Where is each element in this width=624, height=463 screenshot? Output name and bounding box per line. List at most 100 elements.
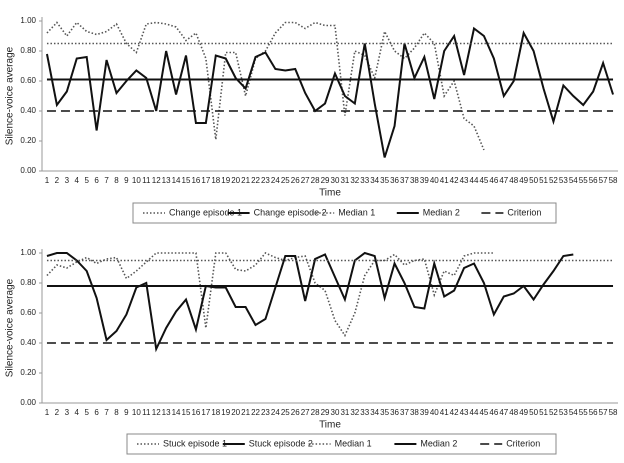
x-tick-label: 15 [182, 408, 191, 417]
x-tick-label: 26 [291, 408, 300, 417]
y-tick-label: 0.40 [20, 106, 36, 115]
y-axis-title: Silence-voice average [5, 46, 16, 145]
x-tick-label: 2 [55, 176, 60, 185]
x-tick-label: 6 [94, 176, 99, 185]
x-tick-label: 50 [529, 176, 538, 185]
x-tick-label: 21 [241, 408, 250, 417]
x-tick-label: 45 [479, 176, 488, 185]
x-tick-label: 28 [311, 408, 320, 417]
x-tick-label: 9 [124, 176, 129, 185]
x-tick-label: 10 [132, 408, 141, 417]
x-tick-label: 27 [301, 408, 310, 417]
x-tick-label: 13 [162, 408, 171, 417]
y-tick-label: 0.00 [20, 398, 36, 407]
x-tick-label: 42 [450, 176, 459, 185]
x-tick-label: 49 [519, 408, 528, 417]
x-tick-label: 19 [221, 408, 230, 417]
x-tick-label: 56 [589, 408, 598, 417]
x-tick-label: 24 [271, 408, 280, 417]
x-tick-label: 39 [420, 408, 429, 417]
x-tick-label: 47 [499, 408, 508, 417]
x-tick-label: 33 [360, 176, 369, 185]
x-tick-label: 12 [152, 176, 161, 185]
x-tick-label: 22 [251, 176, 260, 185]
x-tick-label: 25 [281, 408, 290, 417]
x-tick-label: 37 [400, 176, 409, 185]
x-tick-label: 58 [609, 176, 618, 185]
x-tick-label: 56 [589, 176, 598, 185]
x-tick-label: 53 [559, 408, 568, 417]
series-line [46, 251, 574, 353]
x-axis-title: Time [319, 188, 341, 199]
x-tick-label: 17 [201, 408, 210, 417]
x-tick-label: 52 [549, 408, 558, 417]
y-tick-label: 0.40 [20, 338, 36, 347]
x-tick-label: 50 [529, 408, 538, 417]
x-tick-label: 32 [350, 408, 359, 417]
legend-text: Median 2 [420, 438, 457, 448]
x-tick-label: 14 [172, 176, 181, 185]
y-tick-label: 1.00 [20, 16, 36, 25]
legend-text: Criterion [507, 207, 541, 217]
x-tick-label: 26 [291, 176, 300, 185]
x-tick-label: 33 [360, 408, 369, 417]
x-tick-label: 48 [509, 408, 518, 417]
x-tick-label: 5 [84, 408, 89, 417]
x-tick-label: 35 [380, 176, 389, 185]
y-tick-label: 1.00 [20, 248, 36, 257]
y-tick-label: 0.80 [20, 46, 36, 55]
x-tick-label: 35 [380, 408, 389, 417]
x-tick-label: 53 [559, 176, 568, 185]
x-tick-label: 55 [579, 408, 588, 417]
x-tick-label: 57 [599, 176, 608, 185]
y-tick-label: 0.00 [20, 166, 36, 175]
x-tick-label: 31 [340, 408, 349, 417]
x-tick-label: 20 [231, 408, 240, 417]
x-tick-label: 8 [114, 176, 119, 185]
x-tick-label: 8 [114, 408, 119, 417]
x-tick-label: 40 [430, 176, 439, 185]
x-tick-label: 19 [221, 176, 230, 185]
x-tick-label: 4 [75, 408, 80, 417]
x-tick-label: 58 [609, 408, 618, 417]
x-tick-label: 3 [65, 408, 70, 417]
legend-text: Change episode 2 [254, 207, 327, 217]
x-tick-label: 44 [470, 408, 479, 417]
x-tick-label: 52 [549, 176, 558, 185]
x-tick-label: 5 [84, 176, 89, 185]
x-tick-label: 34 [370, 408, 379, 417]
x-tick-label: 10 [132, 176, 141, 185]
y-tick-label: 0.80 [20, 278, 36, 287]
x-tick-label: 41 [440, 176, 449, 185]
x-tick-label: 45 [479, 408, 488, 417]
legend-text: Change episode 1 [169, 207, 242, 217]
x-tick-label: 25 [281, 176, 290, 185]
x-tick-label: 37 [400, 408, 409, 417]
x-tick-label: 11 [142, 176, 151, 185]
x-tick-label: 16 [191, 176, 200, 185]
x-tick-label: 23 [261, 408, 270, 417]
series-line [46, 21, 485, 151]
x-tick-label: 54 [569, 176, 578, 185]
x-tick-label: 51 [539, 176, 548, 185]
x-tick-label: 18 [211, 176, 220, 185]
x-tick-label: 40 [430, 408, 439, 417]
x-tick-label: 54 [569, 408, 578, 417]
x-tick-label: 7 [104, 408, 109, 417]
x-tick-label: 43 [460, 408, 469, 417]
x-tick-label: 49 [519, 176, 528, 185]
x-tick-label: 6 [94, 408, 99, 417]
x-tick-label: 51 [539, 408, 548, 417]
x-tick-label: 17 [201, 176, 210, 185]
x-tick-label: 3 [65, 176, 70, 185]
x-tick-label: 55 [579, 176, 588, 185]
x-tick-label: 12 [152, 408, 161, 417]
x-tick-label: 9 [124, 408, 129, 417]
series-line [45, 26, 614, 158]
legend-box [126, 433, 557, 455]
x-tick-label: 44 [470, 176, 479, 185]
legend-box [132, 202, 557, 224]
x-tick-label: 4 [75, 176, 80, 185]
x-tick-label: 43 [460, 176, 469, 185]
